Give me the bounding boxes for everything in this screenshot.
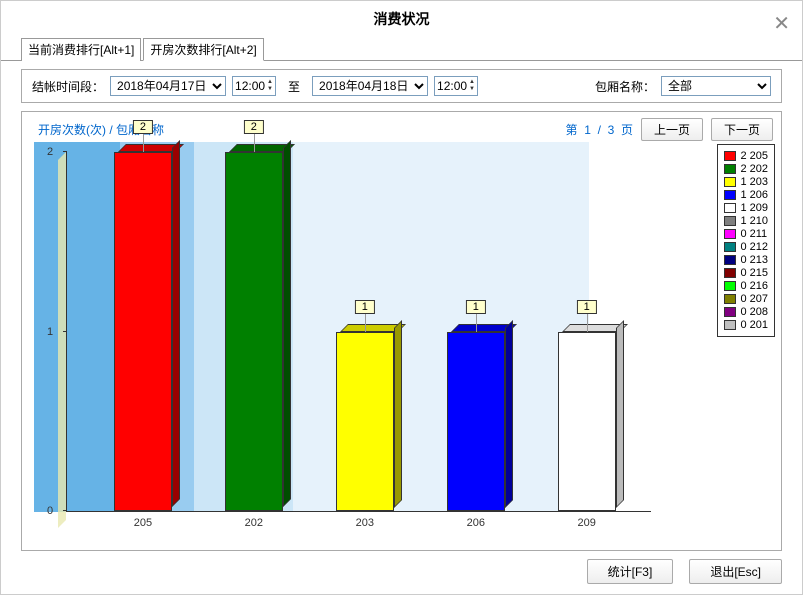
- time-to-value: 12:00: [437, 79, 467, 93]
- next-page-button[interactable]: 下一页: [711, 118, 773, 141]
- bar: 1206: [447, 332, 505, 512]
- y-tick-mark: [63, 331, 67, 332]
- legend-swatch: [724, 281, 736, 291]
- legend-label: 1 206: [740, 189, 768, 201]
- tab-room-open-count[interactable]: 开房次数排行[Alt+2]: [143, 38, 263, 61]
- y-tick-mark: [63, 510, 67, 511]
- bar: 1203: [336, 332, 394, 512]
- footer-buttons: 统计[F3] 退出[Esc]: [587, 559, 782, 584]
- legend: 2 2052 2021 2031 2061 2091 2100 2110 212…: [717, 144, 775, 337]
- bar: 1209: [558, 332, 616, 512]
- bar-value-label: 2: [133, 120, 153, 134]
- legend-swatch: [724, 242, 736, 252]
- close-icon[interactable]: ✕: [773, 11, 790, 36]
- room-select[interactable]: 全部: [661, 76, 771, 96]
- legend-item: 2 202: [724, 163, 768, 175]
- legend-item: 1 210: [724, 215, 768, 227]
- chart-panel: 开房次数(次) / 包厢名称 第 1 / 3 页 上一页 下一页 0122205…: [21, 111, 782, 551]
- legend-item: 0 212: [724, 241, 768, 253]
- x-category-label: 202: [245, 517, 263, 529]
- x-category-label: 209: [578, 517, 596, 529]
- y-tick-label: 0: [47, 505, 53, 517]
- legend-label: 0 201: [740, 319, 768, 331]
- bar-value-label: 1: [577, 300, 597, 314]
- legend-label: 0 216: [740, 280, 768, 292]
- prev-page-button[interactable]: 上一页: [641, 118, 703, 141]
- y-tick-label: 1: [47, 326, 53, 338]
- legend-item: 0 216: [724, 280, 768, 292]
- legend-item: 0 207: [724, 293, 768, 305]
- legend-swatch: [724, 151, 736, 161]
- y-tick-mark: [63, 151, 67, 152]
- legend-swatch: [724, 203, 736, 213]
- room-label: 包厢名称：: [595, 78, 655, 95]
- filter-toolbar: 结帐时间段： 2018年04月17日 12:00 ▲▼ 至 2018年04月18…: [21, 69, 782, 103]
- dialog-window: 消费状况 ✕ 当前消费排行[Alt+1] 开房次数排行[Alt+2] 结帐时间段…: [0, 0, 803, 595]
- time-to-spinner[interactable]: 12:00 ▲▼: [434, 76, 478, 96]
- axis-wall: [58, 152, 66, 528]
- legend-label: 0 211: [740, 228, 767, 240]
- pager: 第 1 / 3 页 上一页 下一页: [566, 118, 773, 141]
- legend-item: 0 208: [724, 306, 768, 318]
- legend-swatch: [724, 216, 736, 226]
- date-from-select[interactable]: 2018年04月17日: [110, 76, 226, 96]
- legend-item: 0 211: [724, 228, 768, 240]
- exit-button[interactable]: 退出[Esc]: [689, 559, 782, 584]
- legend-swatch: [724, 294, 736, 304]
- spinner-up-icon[interactable]: ▲: [469, 79, 475, 86]
- legend-label: 2 205: [740, 150, 768, 162]
- bar-value-label: 2: [244, 120, 264, 134]
- x-category-label: 203: [356, 517, 374, 529]
- to-label: 至: [288, 78, 300, 95]
- spinner-down-icon[interactable]: ▼: [267, 86, 273, 93]
- legend-item: 2 205: [724, 150, 768, 162]
- bar-value-label: 1: [355, 300, 375, 314]
- legend-item: 0 213: [724, 254, 768, 266]
- stats-button[interactable]: 统计[F3]: [587, 559, 674, 584]
- legend-swatch: [724, 255, 736, 265]
- legend-item: 0 201: [724, 319, 768, 331]
- legend-label: 0 207: [740, 293, 768, 305]
- legend-item: 0 215: [724, 267, 768, 279]
- spinner-up-icon[interactable]: ▲: [267, 79, 273, 86]
- tab-bar: 当前消费排行[Alt+1] 开房次数排行[Alt+2]: [1, 37, 802, 61]
- legend-label: 1 210: [740, 215, 768, 227]
- legend-label: 0 215: [740, 267, 768, 279]
- bar: 2202: [225, 152, 283, 511]
- y-tick-label: 2: [47, 146, 53, 158]
- legend-label: 2 202: [740, 163, 768, 175]
- bar: 2205: [114, 152, 172, 511]
- plot-area: 01222052202120312061209: [66, 152, 651, 512]
- legend-swatch: [724, 164, 736, 174]
- legend-item: 1 209: [724, 202, 768, 214]
- legend-label: 1 203: [740, 176, 768, 188]
- x-category-label: 205: [134, 517, 152, 529]
- tab-current-spending[interactable]: 当前消费排行[Alt+1]: [21, 38, 141, 61]
- legend-item: 1 203: [724, 176, 768, 188]
- legend-label: 0 208: [740, 306, 768, 318]
- legend-swatch: [724, 268, 736, 278]
- date-to-select[interactable]: 2018年04月18日: [312, 76, 428, 96]
- legend-swatch: [724, 190, 736, 200]
- legend-label: 0 213: [740, 254, 768, 266]
- spinner-down-icon[interactable]: ▼: [469, 86, 475, 93]
- legend-label: 0 212: [740, 241, 768, 253]
- pager-info: 第 1 / 3 页: [566, 121, 633, 138]
- chart-area: 01222052202120312061209: [34, 142, 651, 536]
- legend-swatch: [724, 229, 736, 239]
- legend-swatch: [724, 320, 736, 330]
- dialog-title: 消费状况: [1, 1, 802, 37]
- time-from-value: 12:00: [235, 79, 265, 93]
- legend-swatch: [724, 177, 736, 187]
- x-category-label: 206: [467, 517, 485, 529]
- time-from-spinner[interactable]: 12:00 ▲▼: [232, 76, 276, 96]
- legend-swatch: [724, 307, 736, 317]
- legend-label: 1 209: [740, 202, 768, 214]
- period-label: 结帐时间段：: [32, 78, 104, 95]
- bar-value-label: 1: [466, 300, 486, 314]
- legend-item: 1 206: [724, 189, 768, 201]
